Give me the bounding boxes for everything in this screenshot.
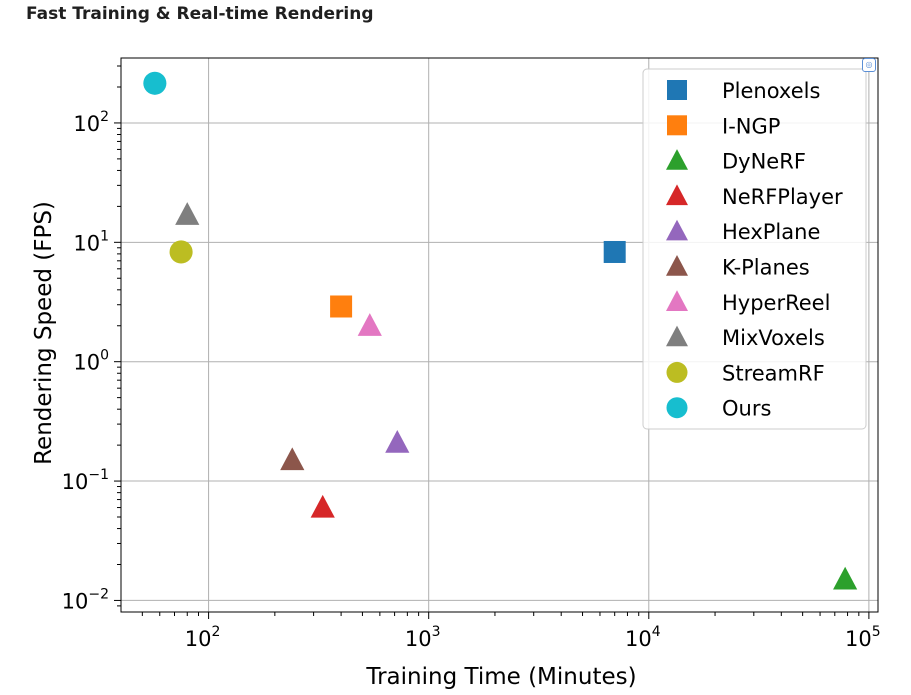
legend-label-streamrf: StreamRF [722, 361, 825, 385]
legend-label-hyperreel: HyperReel [722, 291, 830, 315]
legend-label-k-planes: K-Planes [722, 256, 810, 280]
legend-marker-hyperreel [666, 290, 688, 311]
y-tick-label: 101 [73, 228, 109, 255]
legend-marker-ours [666, 397, 688, 419]
y-tick-label: 100 [73, 348, 109, 375]
legend-marker-i-ngp [667, 115, 687, 136]
legend-box [642, 68, 867, 430]
point-mixvoxels [175, 202, 200, 225]
legend-label-plenoxels: Plenoxels [722, 79, 820, 103]
x-axis-label: Training Time (Minutes) [365, 664, 636, 690]
x-tick-label: 103 [405, 624, 441, 651]
legend-marker-dynerf [666, 149, 688, 170]
point-plenoxels [603, 240, 626, 263]
point-k-planes [280, 447, 305, 471]
legend-marker-k-planes [666, 255, 688, 276]
y-axis-label: Rendering Speed (FPS) [31, 201, 57, 465]
legend-label-ours: Ours [722, 397, 771, 421]
legend: Plenoxels I-NGP DyNeRF NeRFPlayer HexPlane K-… [642, 68, 867, 430]
legend-marker-plenoxels [667, 80, 687, 100]
x-tick-label: 104 [625, 624, 661, 651]
x-tick-label: 105 [845, 624, 881, 651]
y-tick-label: 10−2 [62, 586, 109, 613]
point-streamrf [169, 240, 193, 264]
data-points [143, 71, 858, 590]
legend-marker-hexplane [666, 219, 688, 241]
axis-ticks: 102 103 104 105 10−2 10−1 100 101 102 [62, 65, 881, 651]
legend-label-i-ngp: I-NGP [722, 114, 780, 138]
point-nerfplayer [310, 494, 335, 518]
legend-marker-mixvoxels [666, 325, 688, 347]
legend-label-nerfplayer: NeRFPlayer [722, 185, 843, 209]
point-hyperreel [357, 313, 382, 336]
point-ours [143, 71, 167, 95]
page-heading: Fast Training & Real-time Rendering [26, 4, 374, 24]
legend-label-mixvoxels: MixVoxels [722, 326, 825, 350]
point-i-ngp [330, 295, 353, 318]
legend-marker-streamrf [666, 361, 688, 383]
plot-frame [120, 57, 879, 613]
legend-label-dynerf: DyNeRF [722, 150, 806, 174]
x-tick-label: 102 [185, 624, 221, 651]
point-hexplane [385, 429, 410, 453]
point-dynerf [833, 566, 858, 590]
focus-icon[interactable]: ◎ [862, 58, 876, 72]
y-tick-label: 10−1 [62, 467, 109, 494]
legend-marker-nerfplayer [666, 184, 688, 206]
y-tick-label: 102 [73, 109, 109, 136]
legend-label-hexplane: HexPlane [722, 220, 820, 244]
